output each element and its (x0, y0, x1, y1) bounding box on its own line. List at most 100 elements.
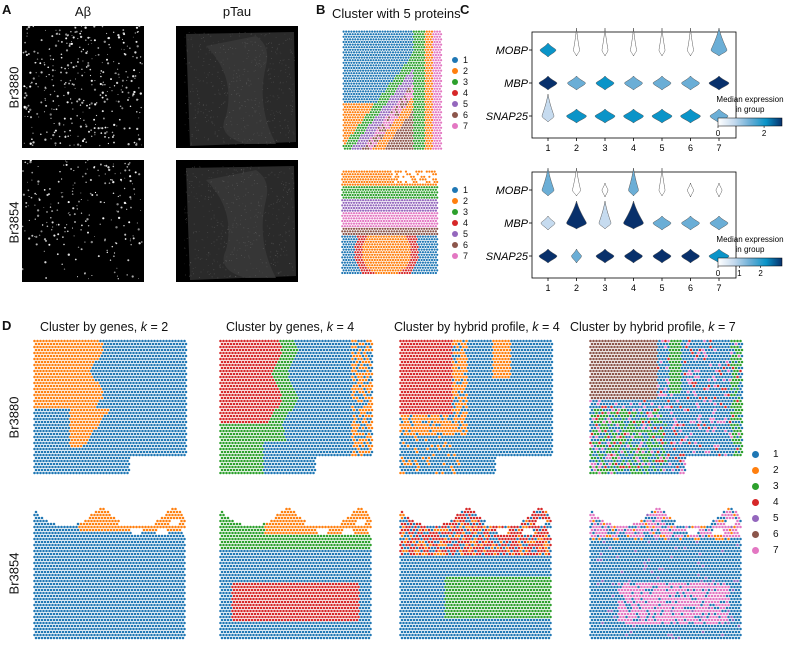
violin-mark (681, 75, 700, 91)
violin-mark (680, 108, 701, 124)
legend-item-6: 6 (452, 239, 468, 250)
legend-swatch (452, 78, 458, 85)
legend-item-7: 7 (452, 120, 468, 131)
colorbar-title-2: in group (736, 245, 765, 254)
colorbar-title-2: in group (736, 105, 765, 114)
legend-item-5: 5 (452, 228, 468, 239)
legend-label: 7 (463, 251, 468, 261)
legend-label: 2 (463, 196, 468, 206)
violin-mark (623, 200, 644, 230)
legend-item-1: 1 (452, 184, 468, 195)
group-label-5: 5 (659, 143, 664, 153)
gene-label-MOBP: MOBP (496, 45, 529, 57)
legend-label: 6 (773, 529, 779, 540)
col-title-ptau: pTau (176, 4, 298, 19)
colorbar-tick: 1 (737, 269, 742, 278)
legend-label: 2 (773, 465, 779, 476)
panel-label-c: C (460, 2, 469, 17)
legend-swatch (752, 482, 759, 490)
legend-swatch (752, 466, 759, 474)
legend-item-6: 6 (752, 526, 779, 542)
violin-mark (595, 75, 615, 91)
gene-label-MBP: MBP (504, 78, 529, 90)
legend-label: 3 (463, 77, 468, 87)
ptau-image-br3880 (176, 26, 298, 148)
group-label-7: 7 (716, 283, 721, 293)
legend-item-5: 5 (752, 510, 779, 526)
legend-label: 2 (463, 66, 468, 76)
violin-plot-br3880: MOBP MBP SNAP25 1 2 3 4 5 6 7 Median expressionin … (486, 27, 784, 153)
panel-d-title-3: Cluster by hybrid profile, k = 4 (394, 320, 560, 334)
cluster-map-hybrid-k7-br3880 (589, 339, 744, 475)
legend-item-6: 6 (452, 109, 468, 120)
legend-swatch (452, 89, 458, 96)
legend-item-3: 3 (452, 76, 468, 87)
legend-label: 7 (463, 121, 468, 131)
legend-label: 1 (463, 185, 468, 195)
violin-mark (573, 27, 580, 57)
panel-d-title-2: Cluster by genes, k = 4 (226, 320, 354, 334)
legend-swatch (752, 514, 759, 522)
violin-mark (708, 75, 730, 91)
panel-label-b: B (316, 2, 325, 17)
gene-label-MOBP: MOBP (496, 185, 529, 197)
group-label-2: 2 (574, 283, 579, 293)
violin-mark (624, 75, 643, 91)
legend-item-3: 3 (752, 478, 779, 494)
legend-item-3: 3 (452, 206, 468, 217)
legend-item-2: 2 (452, 65, 468, 76)
colorbar-tick: 2 (762, 129, 767, 138)
cluster-map-hybrid-k7-br3854 (589, 507, 742, 640)
colorbar-tick: 2 (758, 269, 763, 278)
violin-mark (652, 75, 672, 91)
legend-item-1: 1 (452, 54, 468, 65)
legend-label: 1 (463, 55, 468, 65)
group-label-2: 2 (574, 143, 579, 153)
protein-cluster-map-br3854 (341, 170, 439, 275)
legend-item-4: 4 (452, 87, 468, 98)
legend-swatch (452, 111, 458, 118)
violin-mark (628, 167, 639, 197)
legend-swatch (452, 100, 458, 107)
violin-mark (658, 167, 666, 197)
legend-item-7: 7 (452, 250, 468, 261)
cluster-map-genes-k4-br3854 (219, 507, 372, 640)
violin-mark (541, 93, 555, 123)
violin-mark (601, 27, 609, 57)
group-label-3: 3 (602, 283, 607, 293)
legend-swatch (452, 56, 458, 63)
violin-mark (594, 108, 616, 124)
row-label-br3880-d: Br3880 (7, 388, 22, 448)
group-label-4: 4 (631, 283, 636, 293)
cluster-map-hybrid-k4-br3854 (399, 507, 552, 640)
legend-label: 3 (463, 207, 468, 217)
violin-mark (572, 167, 581, 197)
ptau-image-br3854 (176, 160, 298, 282)
cluster-map-genes-k2-br3854 (33, 507, 186, 640)
legend-swatch (452, 219, 458, 226)
row-label-br3854-a: Br3854 (7, 193, 22, 253)
legend-label: 4 (463, 88, 468, 98)
violin-mark (598, 200, 612, 230)
group-label-6: 6 (688, 283, 693, 293)
violin-mark (539, 42, 557, 58)
violin-mark (595, 248, 615, 264)
legend-item-2: 2 (752, 462, 779, 478)
legend-item-2: 2 (452, 195, 468, 206)
panel-d-legend: 1 2 3 4 5 6 7 (752, 446, 779, 558)
group-label-3: 3 (602, 143, 607, 153)
violin-mark (709, 215, 729, 231)
violin-mark (630, 27, 637, 57)
violin-mark (623, 108, 644, 124)
violin-mark (541, 167, 555, 197)
colorbar-title: Median expression (716, 95, 783, 104)
legend-swatch (452, 122, 458, 129)
panel-d-title-4: Cluster by hybrid profile, k = 7 (570, 320, 736, 334)
legend-item-5: 5 (452, 98, 468, 109)
group-label-7: 7 (716, 143, 721, 153)
abeta-image-br3854 (22, 160, 144, 282)
legend-swatch (452, 67, 458, 74)
violin-mark (687, 27, 694, 57)
group-label-1: 1 (545, 283, 550, 293)
